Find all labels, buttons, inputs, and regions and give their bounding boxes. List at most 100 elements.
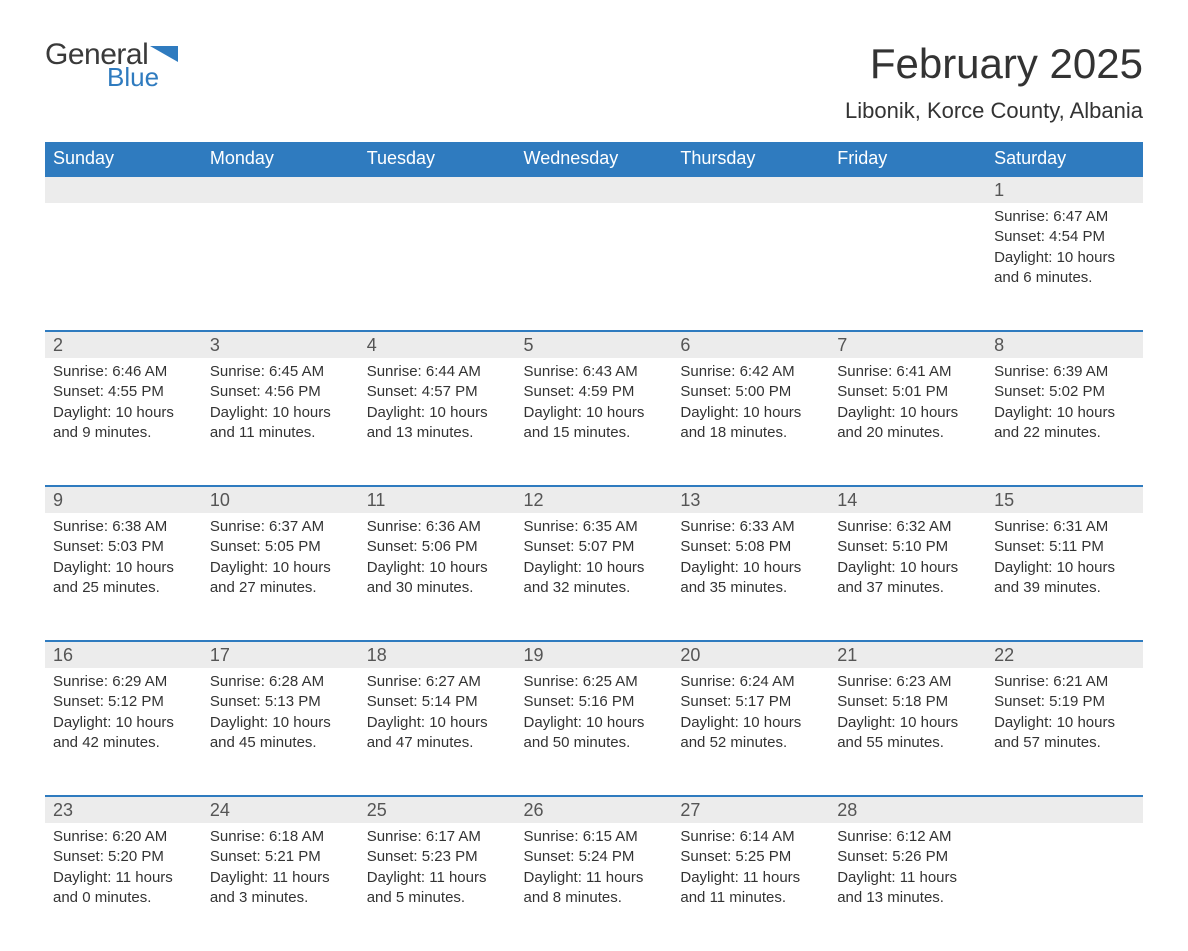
day-number: 27: [672, 797, 829, 823]
sunrise-text: Sunrise: 6:20 AM: [53, 827, 194, 847]
sunrise-text: Sunrise: 6:32 AM: [837, 517, 978, 537]
day-number-cell: 17: [202, 641, 359, 668]
sunrise-text: Sunrise: 6:12 AM: [837, 827, 978, 847]
day-cell: [516, 203, 673, 331]
sunset-text: Sunset: 5:08 PM: [680, 537, 821, 557]
weekday-header: Wednesday: [516, 142, 673, 176]
day-number-cell: 7: [829, 331, 986, 358]
sunrise-text: Sunrise: 6:37 AM: [210, 517, 351, 537]
day-number: 2: [45, 332, 202, 358]
day-number-cell: 22: [986, 641, 1143, 668]
sunrise-text: Sunrise: 6:25 AM: [524, 672, 665, 692]
day-number-cell: 18: [359, 641, 516, 668]
day-body: [45, 203, 202, 295]
weekday-header-row: Sunday Monday Tuesday Wednesday Thursday…: [45, 142, 1143, 176]
sunrise-text: Sunrise: 6:42 AM: [680, 362, 821, 382]
day-number: 12: [516, 487, 673, 513]
day-cell: Sunrise: 6:15 AMSunset: 5:24 PMDaylight:…: [516, 823, 673, 951]
day-number: 5: [516, 332, 673, 358]
day-body: Sunrise: 6:18 AMSunset: 5:21 PMDaylight:…: [202, 823, 359, 916]
day-number: 8: [986, 332, 1143, 358]
day-cell: Sunrise: 6:44 AMSunset: 4:57 PMDaylight:…: [359, 358, 516, 486]
sunrise-text: Sunrise: 6:27 AM: [367, 672, 508, 692]
day-body: [672, 203, 829, 295]
sunrise-text: Sunrise: 6:29 AM: [53, 672, 194, 692]
sunset-text: Sunset: 5:17 PM: [680, 692, 821, 712]
week-daynum-row: 16171819202122: [45, 641, 1143, 668]
day-body: [516, 203, 673, 295]
day-number: 17: [202, 642, 359, 668]
day-body: Sunrise: 6:31 AMSunset: 5:11 PMDaylight:…: [986, 513, 1143, 606]
sunset-text: Sunset: 5:23 PM: [367, 847, 508, 867]
day-number-cell: 10: [202, 486, 359, 513]
day-number-cell: 3: [202, 331, 359, 358]
day-number: 24: [202, 797, 359, 823]
day-number-cell: 11: [359, 486, 516, 513]
daylight-text: Daylight: 10 hours and 47 minutes.: [367, 713, 508, 754]
day-number-cell: 2: [45, 331, 202, 358]
sunrise-text: Sunrise: 6:45 AM: [210, 362, 351, 382]
week-body-row: Sunrise: 6:47 AMSunset: 4:54 PMDaylight:…: [45, 203, 1143, 331]
day-cell: Sunrise: 6:29 AMSunset: 5:12 PMDaylight:…: [45, 668, 202, 796]
sunset-text: Sunset: 5:18 PM: [837, 692, 978, 712]
daylight-text: Daylight: 10 hours and 11 minutes.: [210, 403, 351, 444]
sunset-text: Sunset: 5:14 PM: [367, 692, 508, 712]
sunset-text: Sunset: 5:19 PM: [994, 692, 1135, 712]
day-body: Sunrise: 6:15 AMSunset: 5:24 PMDaylight:…: [516, 823, 673, 916]
sunset-text: Sunset: 5:13 PM: [210, 692, 351, 712]
day-number: 15: [986, 487, 1143, 513]
daylight-text: Daylight: 10 hours and 18 minutes.: [680, 403, 821, 444]
day-number-cell: [45, 176, 202, 203]
weekday-header: Tuesday: [359, 142, 516, 176]
day-cell: [202, 203, 359, 331]
day-body: Sunrise: 6:27 AMSunset: 5:14 PMDaylight:…: [359, 668, 516, 761]
logo: General Blue: [45, 40, 180, 90]
day-number-cell: 20: [672, 641, 829, 668]
sunset-text: Sunset: 5:12 PM: [53, 692, 194, 712]
day-number: 19: [516, 642, 673, 668]
daylight-text: Daylight: 11 hours and 13 minutes.: [837, 868, 978, 909]
sunset-text: Sunset: 5:24 PM: [524, 847, 665, 867]
sunset-text: Sunset: 4:55 PM: [53, 382, 194, 402]
calendar-table: Sunday Monday Tuesday Wednesday Thursday…: [45, 142, 1143, 951]
sunset-text: Sunset: 5:06 PM: [367, 537, 508, 557]
day-cell: Sunrise: 6:31 AMSunset: 5:11 PMDaylight:…: [986, 513, 1143, 641]
day-body: Sunrise: 6:23 AMSunset: 5:18 PMDaylight:…: [829, 668, 986, 761]
sunset-text: Sunset: 5:16 PM: [524, 692, 665, 712]
day-body: Sunrise: 6:37 AMSunset: 5:05 PMDaylight:…: [202, 513, 359, 606]
daylight-text: Daylight: 10 hours and 35 minutes.: [680, 558, 821, 599]
day-cell: Sunrise: 6:37 AMSunset: 5:05 PMDaylight:…: [202, 513, 359, 641]
day-number-cell: 16: [45, 641, 202, 668]
sunrise-text: Sunrise: 6:15 AM: [524, 827, 665, 847]
day-body: Sunrise: 6:24 AMSunset: 5:17 PMDaylight:…: [672, 668, 829, 761]
day-cell: Sunrise: 6:23 AMSunset: 5:18 PMDaylight:…: [829, 668, 986, 796]
day-number: 9: [45, 487, 202, 513]
day-number-cell: [986, 796, 1143, 823]
day-number: 26: [516, 797, 673, 823]
day-cell: Sunrise: 6:21 AMSunset: 5:19 PMDaylight:…: [986, 668, 1143, 796]
day-body: Sunrise: 6:14 AMSunset: 5:25 PMDaylight:…: [672, 823, 829, 916]
day-body: Sunrise: 6:39 AMSunset: 5:02 PMDaylight:…: [986, 358, 1143, 451]
sunset-text: Sunset: 5:25 PM: [680, 847, 821, 867]
sunrise-text: Sunrise: 6:44 AM: [367, 362, 508, 382]
day-number: 20: [672, 642, 829, 668]
day-number: 7: [829, 332, 986, 358]
day-number-cell: 21: [829, 641, 986, 668]
day-number: 11: [359, 487, 516, 513]
weekday-header: Thursday: [672, 142, 829, 176]
day-number-cell: [516, 176, 673, 203]
weekday-header: Saturday: [986, 142, 1143, 176]
sunset-text: Sunset: 5:20 PM: [53, 847, 194, 867]
day-number-cell: [202, 176, 359, 203]
sunrise-text: Sunrise: 6:24 AM: [680, 672, 821, 692]
day-number-cell: 26: [516, 796, 673, 823]
sunset-text: Sunset: 5:03 PM: [53, 537, 194, 557]
day-cell: [829, 203, 986, 331]
sunrise-text: Sunrise: 6:28 AM: [210, 672, 351, 692]
sunrise-text: Sunrise: 6:39 AM: [994, 362, 1135, 382]
day-cell: Sunrise: 6:35 AMSunset: 5:07 PMDaylight:…: [516, 513, 673, 641]
day-body: Sunrise: 6:28 AMSunset: 5:13 PMDaylight:…: [202, 668, 359, 761]
sunset-text: Sunset: 5:05 PM: [210, 537, 351, 557]
day-number-cell: 4: [359, 331, 516, 358]
day-cell: Sunrise: 6:25 AMSunset: 5:16 PMDaylight:…: [516, 668, 673, 796]
